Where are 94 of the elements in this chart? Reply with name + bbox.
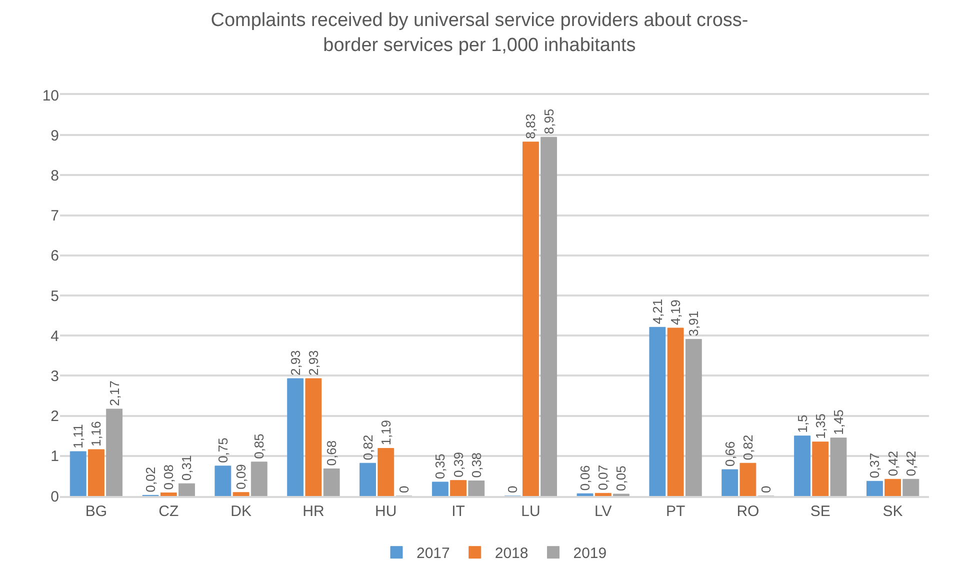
x-tick-label: HU <box>375 503 397 520</box>
data-label: 1,11 <box>70 424 86 448</box>
bar <box>740 462 756 496</box>
bar <box>902 478 920 496</box>
x-tick-label: IT <box>452 503 465 520</box>
data-label: 0,82 <box>740 434 756 460</box>
data-label: 0,68 <box>324 440 340 466</box>
y-tick-label: 3 <box>50 368 59 385</box>
x-tick-label: PT <box>666 503 686 520</box>
data-label: 0,75 <box>215 438 230 463</box>
data-label: 2,93 <box>306 350 321 376</box>
bar <box>649 326 666 496</box>
bar <box>576 493 594 496</box>
data-label: 0,39 <box>450 452 466 478</box>
bar <box>884 478 902 496</box>
data-label: 0,42 <box>885 450 900 476</box>
data-label: 1,45 <box>830 410 846 435</box>
data-label: 0,37 <box>867 452 882 478</box>
x-tick-label: DK <box>230 503 252 520</box>
legend-label: 2018 <box>494 545 528 562</box>
y-tick-label: 6 <box>50 248 59 265</box>
bar <box>250 462 268 496</box>
bar <box>214 466 232 496</box>
bar <box>794 436 810 496</box>
bar <box>88 449 104 496</box>
bar <box>866 480 883 496</box>
bar <box>178 483 195 496</box>
y-tick-label: 7 <box>50 208 59 225</box>
x-tick-label: SE <box>810 503 830 520</box>
data-label: 0,09 <box>234 464 249 490</box>
y-tick-label: 2 <box>50 408 59 426</box>
bar <box>685 338 702 496</box>
data-label: 0,38 <box>468 452 484 478</box>
bar <box>323 468 340 496</box>
data-label: 0 <box>505 486 520 493</box>
data-label: 0,07 <box>596 464 611 490</box>
x-tick-label: HR <box>302 503 324 520</box>
data-label: 8,83 <box>523 114 538 139</box>
bar <box>305 378 322 496</box>
data-label: 0,35 <box>432 454 448 479</box>
bar <box>468 480 485 496</box>
x-tick-label: CZ <box>158 503 179 520</box>
bar <box>540 136 558 496</box>
data-label: 0,82 <box>360 434 376 460</box>
data-label: 0,66 <box>722 441 738 467</box>
y-tick-label: 1 <box>50 448 59 466</box>
data-label: 4,21 <box>650 298 665 324</box>
data-label: 1,16 <box>88 421 104 446</box>
data-label: 3,91 <box>686 310 702 336</box>
bar <box>667 328 684 496</box>
y-tick-label: 9 <box>50 127 59 144</box>
y-tick-label: 10 <box>42 87 59 104</box>
data-label: 2,17 <box>106 380 122 406</box>
y-tick-label: 4 <box>50 328 59 345</box>
data-label: 0,85 <box>252 434 267 459</box>
chart-title: Complaints received by universal service providers about cross-border services per 1,000 inhabitants <box>210 10 748 56</box>
bar <box>360 462 376 496</box>
bar <box>450 480 467 496</box>
data-label: 0,08 <box>161 464 176 490</box>
x-tick-label: BG <box>85 503 108 520</box>
data-label: 1,5 <box>794 414 810 433</box>
data-label: 0,05 <box>614 466 629 491</box>
y-tick-label: 0 <box>50 488 59 506</box>
y-tick-label: 8 <box>50 167 59 184</box>
data-label: 2,93 <box>288 350 303 376</box>
legend-label: 2019 <box>573 545 607 562</box>
bar <box>70 451 86 496</box>
bar <box>106 408 123 496</box>
bar <box>830 438 847 496</box>
bar <box>160 492 177 496</box>
data-label: 0,06 <box>578 465 593 491</box>
bar <box>594 492 612 496</box>
bar <box>722 469 738 496</box>
data-label: 0 <box>758 486 774 493</box>
data-label: 1,35 <box>812 414 828 439</box>
legend-label: 2017 <box>416 545 450 562</box>
bar <box>812 442 829 496</box>
x-tick-label: LU <box>521 503 540 520</box>
x-tick-label: RO <box>736 503 760 520</box>
data-label: 8,95 <box>541 108 556 134</box>
bar <box>378 448 394 496</box>
data-label: 0 <box>396 486 412 493</box>
data-label: 0,02 <box>143 466 158 492</box>
x-tick-label: SK <box>882 503 903 520</box>
bar <box>432 482 448 496</box>
data-label: 4,19 <box>668 300 684 325</box>
y-tick-label: 5 <box>50 288 59 305</box>
bar <box>232 492 250 496</box>
data-label: 0,31 <box>179 455 194 481</box>
bar <box>287 378 304 496</box>
data-label: 0,42 <box>903 450 918 476</box>
x-tick-label: LV <box>594 503 612 520</box>
data-label: 1,19 <box>378 420 394 446</box>
bar <box>522 142 539 496</box>
